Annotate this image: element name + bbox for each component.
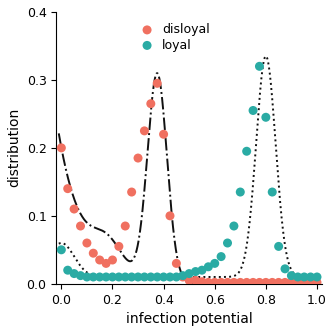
- disloyal: [129, 189, 134, 195]
- disloyal: [142, 128, 147, 134]
- loyal: [263, 115, 269, 120]
- disloyal: [84, 240, 90, 246]
- loyal: [302, 274, 307, 280]
- disloyal: [308, 280, 313, 285]
- loyal: [257, 64, 262, 69]
- X-axis label: infection potential: infection potential: [126, 312, 253, 326]
- disloyal: [71, 206, 77, 212]
- disloyal: [116, 244, 122, 249]
- disloyal: [314, 280, 320, 285]
- loyal: [78, 273, 83, 278]
- loyal: [289, 273, 294, 278]
- disloyal: [110, 257, 115, 263]
- disloyal: [257, 280, 262, 285]
- disloyal: [167, 213, 173, 218]
- loyal: [295, 274, 301, 280]
- disloyal: [212, 280, 217, 285]
- disloyal: [237, 280, 243, 285]
- loyal: [206, 264, 211, 269]
- loyal: [231, 223, 236, 229]
- loyal: [193, 269, 198, 274]
- disloyal: [218, 280, 224, 285]
- disloyal: [78, 223, 83, 229]
- loyal: [91, 274, 96, 280]
- disloyal: [295, 280, 301, 285]
- loyal: [282, 266, 288, 271]
- loyal: [84, 274, 90, 280]
- loyal: [129, 274, 134, 280]
- loyal: [148, 274, 154, 280]
- disloyal: [276, 280, 281, 285]
- disloyal: [231, 280, 236, 285]
- loyal: [225, 240, 230, 246]
- disloyal: [97, 257, 102, 263]
- Y-axis label: distribution: distribution: [7, 108, 21, 187]
- disloyal: [161, 132, 166, 137]
- loyal: [155, 274, 160, 280]
- loyal: [59, 247, 64, 252]
- loyal: [276, 244, 281, 249]
- disloyal: [148, 101, 154, 106]
- disloyal: [250, 280, 256, 285]
- disloyal: [104, 261, 109, 266]
- disloyal: [270, 280, 275, 285]
- loyal: [186, 271, 192, 276]
- loyal: [167, 274, 173, 280]
- disloyal: [180, 274, 185, 280]
- disloyal: [225, 280, 230, 285]
- loyal: [250, 108, 256, 113]
- disloyal: [135, 156, 141, 161]
- disloyal: [282, 280, 288, 285]
- loyal: [97, 274, 102, 280]
- disloyal: [65, 186, 70, 191]
- Legend: disloyal, loyal: disloyal, loyal: [130, 18, 215, 57]
- disloyal: [244, 280, 249, 285]
- disloyal: [123, 223, 128, 229]
- loyal: [65, 267, 70, 273]
- loyal: [104, 274, 109, 280]
- disloyal: [206, 280, 211, 285]
- loyal: [123, 274, 128, 280]
- loyal: [212, 261, 217, 266]
- disloyal: [302, 280, 307, 285]
- loyal: [135, 274, 141, 280]
- disloyal: [59, 145, 64, 151]
- loyal: [142, 274, 147, 280]
- loyal: [116, 274, 122, 280]
- loyal: [237, 189, 243, 195]
- loyal: [180, 273, 185, 278]
- disloyal: [193, 278, 198, 283]
- disloyal: [263, 280, 269, 285]
- disloyal: [289, 280, 294, 285]
- loyal: [308, 274, 313, 280]
- disloyal: [174, 261, 179, 266]
- disloyal: [91, 250, 96, 256]
- loyal: [71, 271, 77, 276]
- disloyal: [155, 81, 160, 86]
- loyal: [270, 189, 275, 195]
- loyal: [110, 274, 115, 280]
- loyal: [199, 267, 205, 273]
- loyal: [174, 274, 179, 280]
- loyal: [161, 274, 166, 280]
- disloyal: [186, 278, 192, 283]
- loyal: [244, 149, 249, 154]
- disloyal: [199, 279, 205, 284]
- loyal: [218, 254, 224, 259]
- loyal: [314, 274, 320, 280]
